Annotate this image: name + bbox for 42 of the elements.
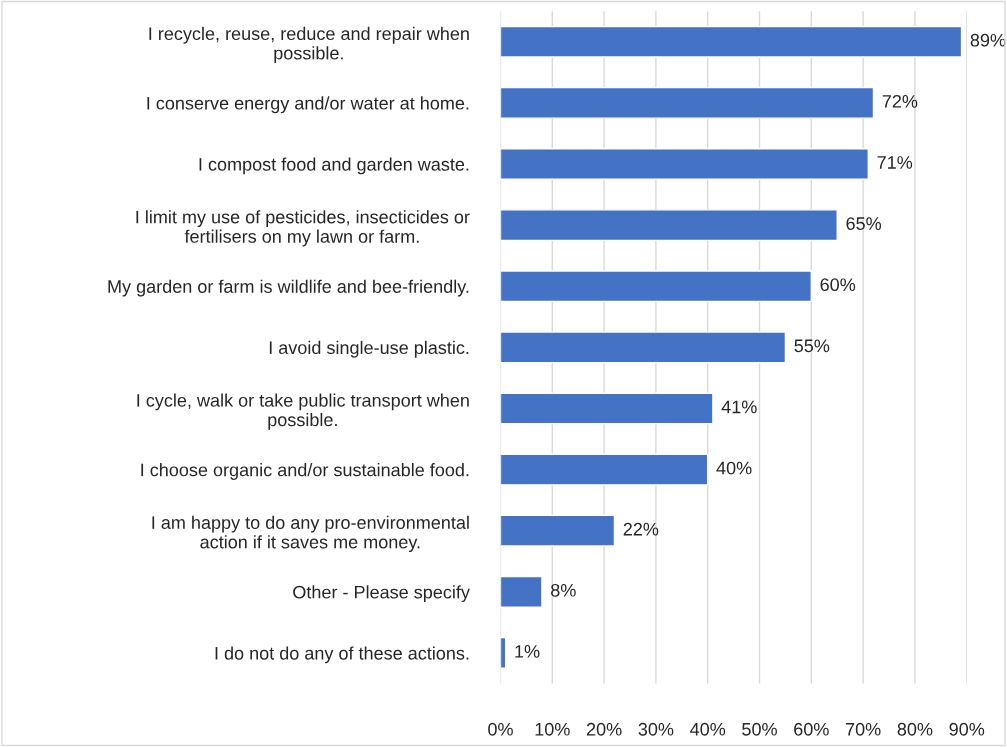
bar <box>500 209 838 242</box>
data-label: 72% <box>882 94 918 108</box>
bar <box>500 148 869 180</box>
x-tick-label: 20% <box>586 722 622 736</box>
y-tick-label: I choose organic and/or sustainable food. <box>141 463 469 480</box>
x-tick-label: 70% <box>845 722 881 736</box>
data-label: 1% <box>515 645 540 658</box>
y-tick-label: I avoid single-use plastic. <box>269 340 469 358</box>
x-tick-label: 10% <box>535 722 570 736</box>
bar <box>500 86 875 119</box>
bar <box>500 392 714 425</box>
bar <box>500 514 616 547</box>
x-tick-label: 50% <box>742 722 777 736</box>
x-tick-label: 30% <box>638 722 674 736</box>
data-label: 89% <box>970 33 1006 47</box>
y-tick-label: I conserve energy and/or water at home. <box>147 96 469 114</box>
bar <box>500 270 813 303</box>
x-tick-label: 90% <box>949 722 985 736</box>
x-tick-label: 40% <box>690 722 726 736</box>
bar <box>500 331 787 364</box>
data-label: 40% <box>716 461 752 475</box>
data-label: 8% <box>551 583 576 597</box>
bar <box>500 575 543 608</box>
data-label: 41% <box>721 400 757 414</box>
x-tick-label: 60% <box>794 722 829 736</box>
y-tick-label: Other - Please specify <box>293 585 470 603</box>
data-label: 22% <box>623 522 659 536</box>
x-tick-label: 80% <box>897 722 933 736</box>
y-tick-label: I limit my use of pesticides, insecticides or fertilisers on my lawn or farm. <box>136 210 470 247</box>
y-tick-label: I am happy to do any pro-environmental action if it saves me money. <box>152 515 469 553</box>
y-tick-label: I compost food and garden waste. <box>199 157 469 175</box>
data-label: 60% <box>820 278 856 292</box>
bar <box>500 25 963 58</box>
y-tick-label: My garden or farm is wildlife and bee-friendly. <box>108 279 469 297</box>
data-label: 71% <box>877 156 913 169</box>
data-label: 65% <box>846 217 882 230</box>
x-tick-label: 0% <box>488 722 513 736</box>
data-label: 55% <box>794 339 830 353</box>
y-tick-label: I recycle, reuse, reduce and repair when possible. <box>149 26 469 64</box>
y-tick-label: I cycle, walk or take public transport when possible. <box>137 393 469 430</box>
y-tick-label: I do not do any of these actions. <box>215 646 469 664</box>
bar <box>500 453 709 486</box>
